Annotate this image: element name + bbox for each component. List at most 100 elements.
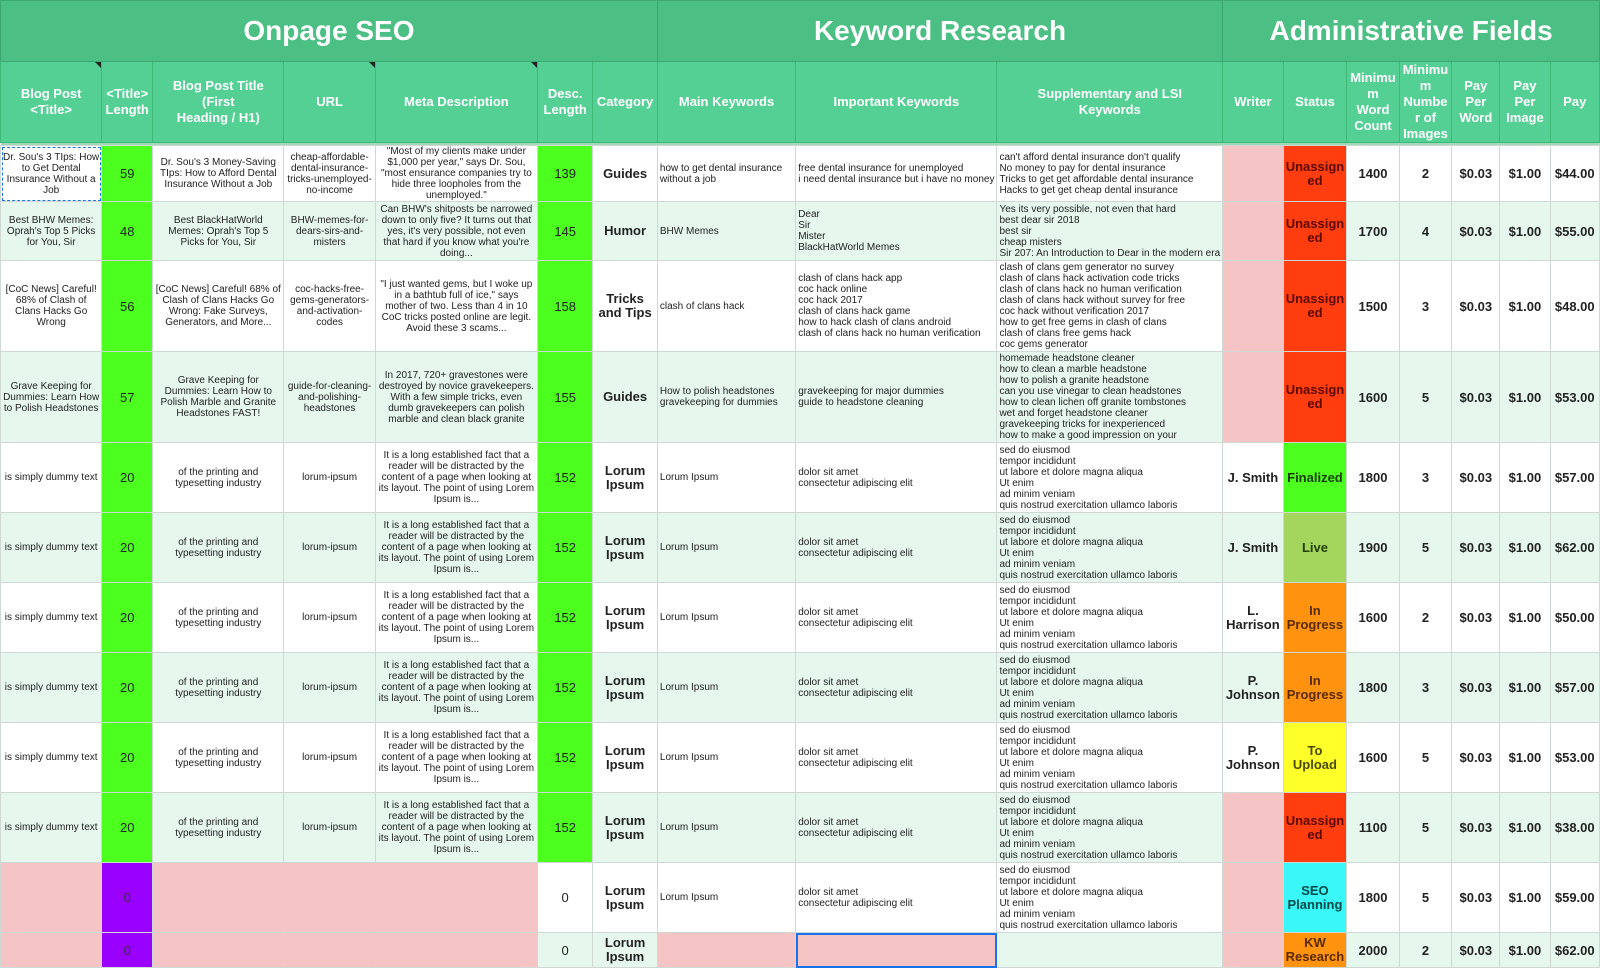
cell-url[interactable]: cheap-affordable-dental-insurance-tricks… bbox=[283, 145, 376, 202]
cell-desc-length[interactable]: 0 bbox=[537, 862, 594, 933]
cell-important-keywords[interactable]: dolor sit amet consectetur adipiscing el… bbox=[795, 442, 998, 513]
cell-desc-length[interactable]: 152 bbox=[537, 722, 594, 793]
cell-lsi-keywords[interactable]: can't afford dental insurance don't qual… bbox=[996, 145, 1224, 202]
cell-category[interactable]: Lorum Ipsum bbox=[592, 512, 658, 583]
cell-lsi-keywords[interactable]: homemade headstone cleaner how to clean … bbox=[996, 351, 1224, 443]
cell-title[interactable]: is simply dummy text bbox=[0, 722, 103, 793]
cell-writer[interactable] bbox=[1222, 862, 1284, 933]
cell-pay[interactable]: $57.00 bbox=[1549, 652, 1600, 723]
cell-url[interactable]: lorum-ipsum bbox=[283, 722, 376, 793]
cell-writer[interactable]: P. Johnson bbox=[1222, 652, 1284, 723]
cell-pay[interactable]: $50.00 bbox=[1549, 582, 1600, 653]
cell-important-keywords[interactable]: clash of clans hack app coc hack online … bbox=[795, 260, 998, 352]
cell-title[interactable]: is simply dummy text bbox=[0, 442, 103, 513]
cell-pay[interactable]: $57.00 bbox=[1549, 442, 1600, 513]
cell-desc-length[interactable]: 139 bbox=[537, 145, 594, 202]
cell-title-length[interactable]: 48 bbox=[101, 201, 154, 261]
cell-important-keywords[interactable]: dolor sit amet consectetur adipiscing el… bbox=[795, 722, 998, 793]
cell-important-keywords[interactable]: dolor sit amet consectetur adipiscing el… bbox=[795, 792, 998, 863]
cell-desc-length[interactable]: 152 bbox=[537, 582, 594, 653]
cell-pay[interactable]: $55.00 bbox=[1549, 201, 1600, 261]
column-header[interactable]: Minimu m Word Count bbox=[1346, 61, 1400, 143]
cell-title-length[interactable]: 20 bbox=[101, 442, 154, 513]
cell-pay[interactable]: $62.00 bbox=[1549, 932, 1600, 968]
cell-title[interactable]: is simply dummy text bbox=[0, 652, 103, 723]
cell-meta-description[interactable]: "I just wanted gems, but I woke up in a … bbox=[374, 260, 539, 352]
cell-pay-per-word[interactable]: $0.03 bbox=[1451, 145, 1501, 202]
cell-lsi-keywords[interactable]: sed do eiusmod tempor incididunt ut labo… bbox=[996, 792, 1224, 863]
group-header[interactable]: Onpage SEO bbox=[0, 0, 658, 62]
cell-desc-length[interactable]: 152 bbox=[537, 442, 594, 513]
cell-min-word-count[interactable]: 1800 bbox=[1346, 652, 1400, 723]
cell-pay-per-image[interactable]: $1.00 bbox=[1499, 201, 1551, 261]
cell-category[interactable]: Guides bbox=[592, 145, 658, 202]
cell-title[interactable]: is simply dummy text bbox=[0, 792, 103, 863]
cell-status[interactable]: Unassign ed bbox=[1282, 260, 1348, 352]
cell-lsi-keywords[interactable]: sed do eiusmod tempor incididunt ut labo… bbox=[996, 512, 1224, 583]
column-header[interactable]: Minimu m Numbe r of Images bbox=[1398, 61, 1453, 143]
cell-url[interactable]: guide-for-cleaning-and-polishing-headsto… bbox=[283, 351, 376, 443]
cell-title[interactable]: Grave Keeping for Dummies: Learn How to … bbox=[0, 351, 103, 443]
column-header[interactable]: Important Keywords bbox=[795, 61, 998, 143]
cell-main-keywords[interactable]: Lorum Ipsum bbox=[656, 512, 797, 583]
column-header[interactable]: Desc. Length bbox=[537, 61, 594, 143]
column-header[interactable]: Status bbox=[1282, 61, 1348, 143]
cell-important-keywords[interactable]: gravekeeping for major dummies guide to … bbox=[795, 351, 998, 443]
cell-desc-length[interactable]: 145 bbox=[537, 201, 594, 261]
cell-writer[interactable]: P. Johnson bbox=[1222, 722, 1284, 793]
cell-pay-per-image[interactable]: $1.00 bbox=[1499, 722, 1551, 793]
cell-lsi-keywords[interactable]: clash of clans gem generator no survey c… bbox=[996, 260, 1224, 352]
cell-h1[interactable]: Dr. Sou's 3 Money-Saving TIps: How to Af… bbox=[152, 145, 285, 202]
cell-category[interactable]: Lorum Ipsum bbox=[592, 442, 658, 513]
cell-writer[interactable]: L. Harrison bbox=[1222, 582, 1284, 653]
cell-min-word-count[interactable]: 1700 bbox=[1346, 201, 1400, 261]
cell-pay-per-image[interactable]: $1.00 bbox=[1499, 512, 1551, 583]
cell-url[interactable]: coc-hacks-free-gems-generators-and-activ… bbox=[283, 260, 376, 352]
cell-title-length[interactable]: 20 bbox=[101, 792, 154, 863]
cell-meta-description[interactable]: It is a long established fact that a rea… bbox=[374, 582, 539, 653]
cell-meta-description[interactable]: Can BHW's shitposts be narrowed down to … bbox=[374, 201, 539, 261]
cell-writer[interactable]: J. Smith bbox=[1222, 512, 1284, 583]
cell-url[interactable]: BHW-memes-for-dears-sirs-and-misters bbox=[283, 201, 376, 261]
cell-status[interactable]: Unassign ed bbox=[1282, 351, 1348, 443]
cell-url[interactable] bbox=[283, 862, 376, 933]
cell-main-keywords[interactable]: clash of clans hack bbox=[656, 260, 797, 352]
cell-min-word-count[interactable]: 2000 bbox=[1346, 932, 1400, 968]
group-header[interactable]: Keyword Research bbox=[656, 0, 1224, 62]
cell-desc-length[interactable]: 152 bbox=[537, 512, 594, 583]
cell-pay-per-word[interactable]: $0.03 bbox=[1451, 862, 1501, 933]
cell-desc-length[interactable]: 158 bbox=[537, 260, 594, 352]
cell-title-length[interactable]: 20 bbox=[101, 512, 154, 583]
cell-min-images[interactable]: 5 bbox=[1398, 351, 1453, 443]
cell-desc-length[interactable]: 152 bbox=[537, 652, 594, 723]
cell-pay-per-image[interactable]: $1.00 bbox=[1499, 260, 1551, 352]
column-header[interactable]: Pay Per Word bbox=[1451, 61, 1501, 143]
cell-meta-description[interactable]: It is a long established fact that a rea… bbox=[374, 652, 539, 723]
cell-category[interactable]: Guides bbox=[592, 351, 658, 443]
cell-min-images[interactable]: 5 bbox=[1398, 722, 1453, 793]
cell-min-word-count[interactable]: 1800 bbox=[1346, 862, 1400, 933]
cell-main-keywords[interactable]: Lorum Ipsum bbox=[656, 652, 797, 723]
cell-url[interactable]: lorum-ipsum bbox=[283, 512, 376, 583]
cell-pay-per-word[interactable]: $0.03 bbox=[1451, 201, 1501, 261]
cell-min-word-count[interactable]: 1900 bbox=[1346, 512, 1400, 583]
cell-important-keywords[interactable]: free dental insurance for unemployed i n… bbox=[795, 145, 998, 202]
column-header[interactable]: URL bbox=[283, 61, 376, 143]
cell-min-word-count[interactable]: 1600 bbox=[1346, 351, 1400, 443]
cell-h1[interactable]: Best BlackHatWorld Memes: Oprah's Top 5 … bbox=[152, 201, 285, 261]
cell-main-keywords[interactable]: Lorum Ipsum bbox=[656, 442, 797, 513]
cell-category[interactable]: Lorum Ipsum bbox=[592, 652, 658, 723]
cell-desc-length[interactable]: 155 bbox=[537, 351, 594, 443]
cell-title[interactable]: is simply dummy text bbox=[0, 582, 103, 653]
cell-pay-per-word[interactable]: $0.03 bbox=[1451, 260, 1501, 352]
cell-important-keywords[interactable]: dolor sit amet consectetur adipiscing el… bbox=[795, 652, 998, 723]
cell-pay-per-image[interactable]: $1.00 bbox=[1499, 582, 1551, 653]
column-header[interactable]: Blog Post <Title> bbox=[0, 61, 103, 143]
cell-lsi-keywords[interactable]: sed do eiusmod tempor incididunt ut labo… bbox=[996, 652, 1224, 723]
cell-category[interactable]: Lorum Ipsum bbox=[592, 582, 658, 653]
cell-meta-description[interactable] bbox=[374, 862, 539, 933]
cell-min-images[interactable]: 5 bbox=[1398, 792, 1453, 863]
column-header[interactable]: <Title> Length bbox=[101, 61, 154, 143]
cell-lsi-keywords[interactable]: sed do eiusmod tempor incididunt ut labo… bbox=[996, 582, 1224, 653]
cell-min-images[interactable]: 2 bbox=[1398, 582, 1453, 653]
